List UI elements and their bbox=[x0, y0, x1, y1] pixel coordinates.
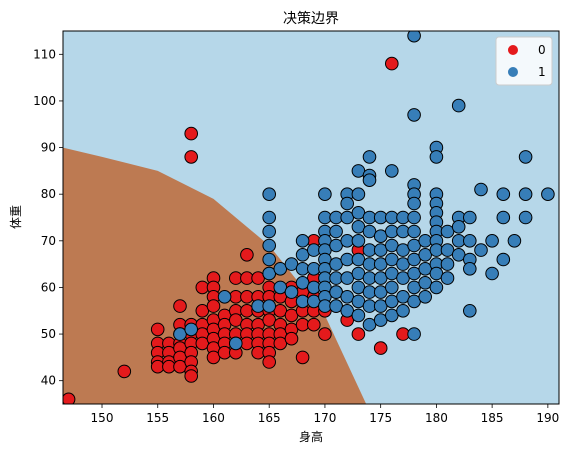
x-tick-label-150: 150 bbox=[91, 411, 114, 425]
point-class-1-25 bbox=[319, 188, 332, 201]
point-class-1-108 bbox=[408, 328, 421, 341]
point-class-0-96 bbox=[319, 328, 332, 341]
point-class-1-139 bbox=[464, 305, 477, 318]
y-tick-label-90: 90 bbox=[41, 141, 56, 155]
legend-marker-1 bbox=[508, 67, 518, 77]
point-class-1-7 bbox=[263, 225, 276, 238]
point-class-1-15 bbox=[285, 286, 298, 299]
point-class-0-2 bbox=[151, 323, 164, 336]
x-tick-label-185: 185 bbox=[481, 411, 504, 425]
legend-label-1: 1 bbox=[538, 65, 546, 79]
point-class-0-94 bbox=[308, 318, 321, 331]
point-class-1-140 bbox=[475, 183, 488, 196]
point-class-1-52 bbox=[352, 188, 365, 201]
point-class-1-44 bbox=[341, 197, 354, 210]
point-class-0-103 bbox=[386, 57, 399, 70]
point-class-1-60 bbox=[352, 309, 365, 322]
point-class-1-16 bbox=[296, 235, 309, 248]
point-class-1-149 bbox=[519, 188, 532, 201]
point-class-1-80 bbox=[386, 165, 399, 178]
point-class-0-26 bbox=[185, 370, 198, 383]
point-class-1-129 bbox=[441, 272, 454, 285]
point-class-1-61 bbox=[363, 151, 376, 164]
point-class-0-75 bbox=[263, 356, 276, 369]
point-class-1-37 bbox=[330, 225, 343, 238]
point-class-1-97 bbox=[408, 109, 421, 122]
point-class-1-150 bbox=[519, 211, 532, 224]
point-class-1-63 bbox=[363, 174, 376, 187]
point-class-1-138 bbox=[464, 263, 477, 276]
point-class-0-101 bbox=[352, 328, 365, 341]
y-axis-label: 体重 bbox=[9, 205, 23, 229]
y-tick-label-100: 100 bbox=[33, 94, 56, 108]
point-class-0-85 bbox=[285, 332, 298, 345]
point-class-1-2 bbox=[218, 291, 231, 304]
point-class-0-19 bbox=[185, 151, 198, 164]
x-axis-label: 身高 bbox=[299, 429, 323, 444]
y-tick-label-40: 40 bbox=[41, 374, 56, 388]
point-class-1-132 bbox=[452, 221, 465, 234]
point-class-1-6 bbox=[263, 211, 276, 224]
point-class-0-35 bbox=[207, 300, 220, 313]
x-tick-label-165: 165 bbox=[258, 411, 281, 425]
point-class-1-142 bbox=[486, 235, 499, 248]
point-class-0-53 bbox=[241, 249, 254, 262]
point-class-1-113 bbox=[419, 291, 432, 304]
point-class-1-101 bbox=[408, 211, 421, 224]
y-tick-label-60: 60 bbox=[41, 280, 56, 294]
point-class-1-95 bbox=[397, 305, 410, 318]
point-class-1-141 bbox=[475, 244, 488, 257]
point-class-1-143 bbox=[486, 267, 499, 280]
point-class-1-128 bbox=[441, 258, 454, 271]
point-class-1-115 bbox=[430, 151, 443, 164]
y-tick-label-80: 80 bbox=[41, 187, 56, 201]
y-axis: 40 50 60 70 80 90 100 110 bbox=[33, 47, 63, 387]
point-class-1-100 bbox=[408, 197, 421, 210]
point-class-1-144 bbox=[497, 188, 510, 201]
point-class-0-102 bbox=[374, 342, 387, 355]
x-tick-label-180: 180 bbox=[425, 411, 448, 425]
x-axis: 150 155 160 165 170 175 180 185 190 bbox=[91, 404, 560, 425]
y-tick-label-110: 110 bbox=[33, 47, 56, 61]
x-tick-label-190: 190 bbox=[536, 411, 559, 425]
x-tick-label-170: 170 bbox=[313, 411, 336, 425]
point-class-0-11 bbox=[174, 300, 187, 313]
legend-marker-0 bbox=[508, 45, 518, 55]
point-class-1-1 bbox=[185, 323, 198, 336]
x-tick-label-160: 160 bbox=[202, 411, 225, 425]
point-class-1-11 bbox=[263, 300, 276, 313]
y-tick-label-50: 50 bbox=[41, 327, 56, 341]
point-class-1-130 bbox=[452, 99, 465, 112]
point-class-1-9 bbox=[263, 253, 276, 266]
point-class-1-147 bbox=[508, 235, 521, 248]
point-class-1-151 bbox=[542, 188, 555, 201]
plot-area bbox=[62, 29, 559, 405]
point-class-1-135 bbox=[464, 211, 477, 224]
point-class-0-1 bbox=[118, 365, 131, 378]
point-class-1-125 bbox=[430, 281, 443, 294]
point-class-1-3 bbox=[230, 337, 243, 350]
point-class-1-146 bbox=[497, 253, 510, 266]
point-class-1-8 bbox=[263, 239, 276, 252]
point-class-1-5 bbox=[263, 188, 276, 201]
point-class-0-89 bbox=[296, 351, 309, 364]
point-class-0-18 bbox=[185, 127, 198, 140]
point-class-1-145 bbox=[497, 211, 510, 224]
legend: 0 1 bbox=[496, 37, 552, 85]
legend-label-0: 0 bbox=[538, 43, 546, 57]
point-class-1-55 bbox=[352, 235, 365, 248]
x-tick-label-175: 175 bbox=[369, 411, 392, 425]
y-tick-label-70: 70 bbox=[41, 234, 56, 248]
x-tick-label-155: 155 bbox=[146, 411, 169, 425]
point-class-1-148 bbox=[519, 151, 532, 164]
chart-title: 决策边界 bbox=[283, 10, 339, 27]
point-class-1-136 bbox=[464, 235, 477, 248]
point-class-1-86 bbox=[386, 281, 399, 294]
point-class-1-102 bbox=[408, 225, 421, 238]
